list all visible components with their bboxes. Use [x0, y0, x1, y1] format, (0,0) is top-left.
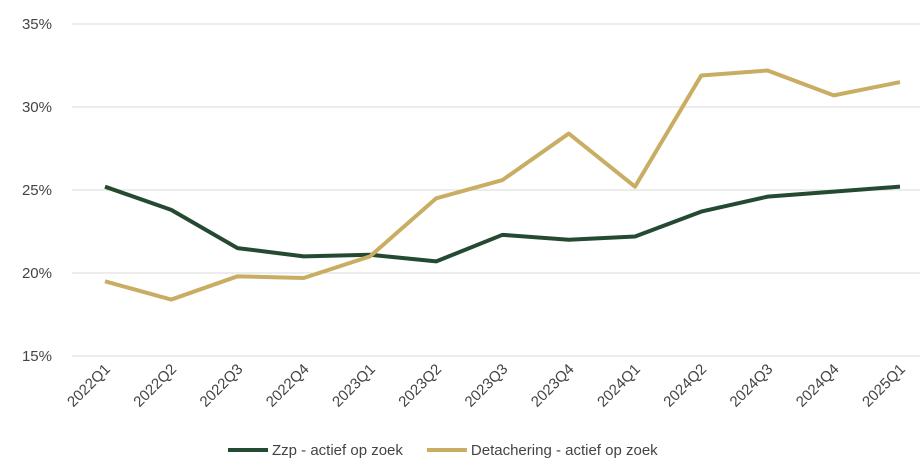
y-tick-label: 35% [22, 16, 52, 33]
x-tick-label: 2024Q3 [727, 361, 777, 411]
y-tick-label: 25% [22, 182, 52, 199]
line-series [104, 184, 901, 264]
y-tick-label: 15% [22, 348, 52, 365]
x-tick-label: 2023Q3 [462, 361, 512, 411]
x-tick-label: 2025Q1 [859, 361, 909, 411]
x-tick-label: 2023Q2 [395, 361, 445, 411]
x-tick-label: 2023Q1 [329, 361, 379, 411]
legend-label: Detachering - actief op zoek [471, 442, 658, 459]
x-tick-label: 2022Q1 [64, 361, 114, 411]
x-tick-label: 2024Q2 [660, 361, 710, 411]
x-tick-label: 2022Q2 [130, 361, 180, 411]
x-tick-label: 2023Q4 [528, 361, 578, 411]
line-series [104, 68, 901, 302]
y-tick-label: 30% [22, 99, 52, 116]
x-tick-label: 2022Q4 [263, 361, 313, 411]
x-tick-label: 2024Q1 [594, 361, 644, 411]
y-tick-label: 20% [22, 265, 52, 282]
x-tick-label: 2022Q3 [197, 361, 247, 411]
legend-label: Zzp - actief op zoek [272, 442, 403, 459]
x-tick-label: 2024Q4 [793, 361, 843, 411]
